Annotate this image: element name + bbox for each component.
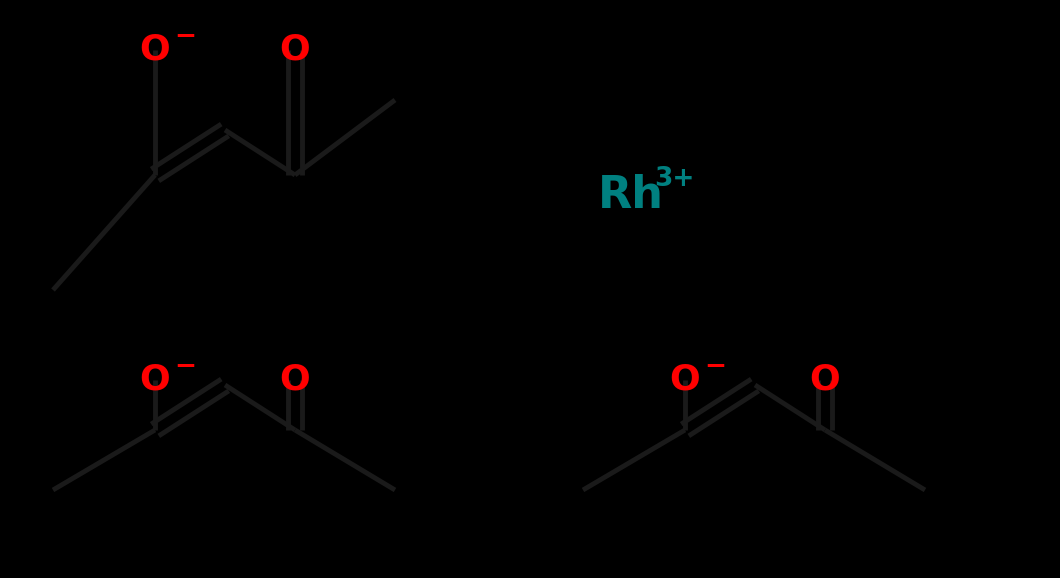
Text: O: O — [140, 363, 171, 397]
Text: −: − — [174, 354, 196, 380]
Text: O: O — [810, 363, 841, 397]
Text: Rh: Rh — [598, 173, 664, 217]
Text: −: − — [704, 354, 726, 380]
Text: −: − — [174, 24, 196, 50]
Text: O: O — [670, 363, 701, 397]
Text: 3+: 3+ — [654, 166, 694, 192]
Text: O: O — [280, 363, 311, 397]
Text: O: O — [140, 33, 171, 67]
Text: O: O — [280, 33, 311, 67]
